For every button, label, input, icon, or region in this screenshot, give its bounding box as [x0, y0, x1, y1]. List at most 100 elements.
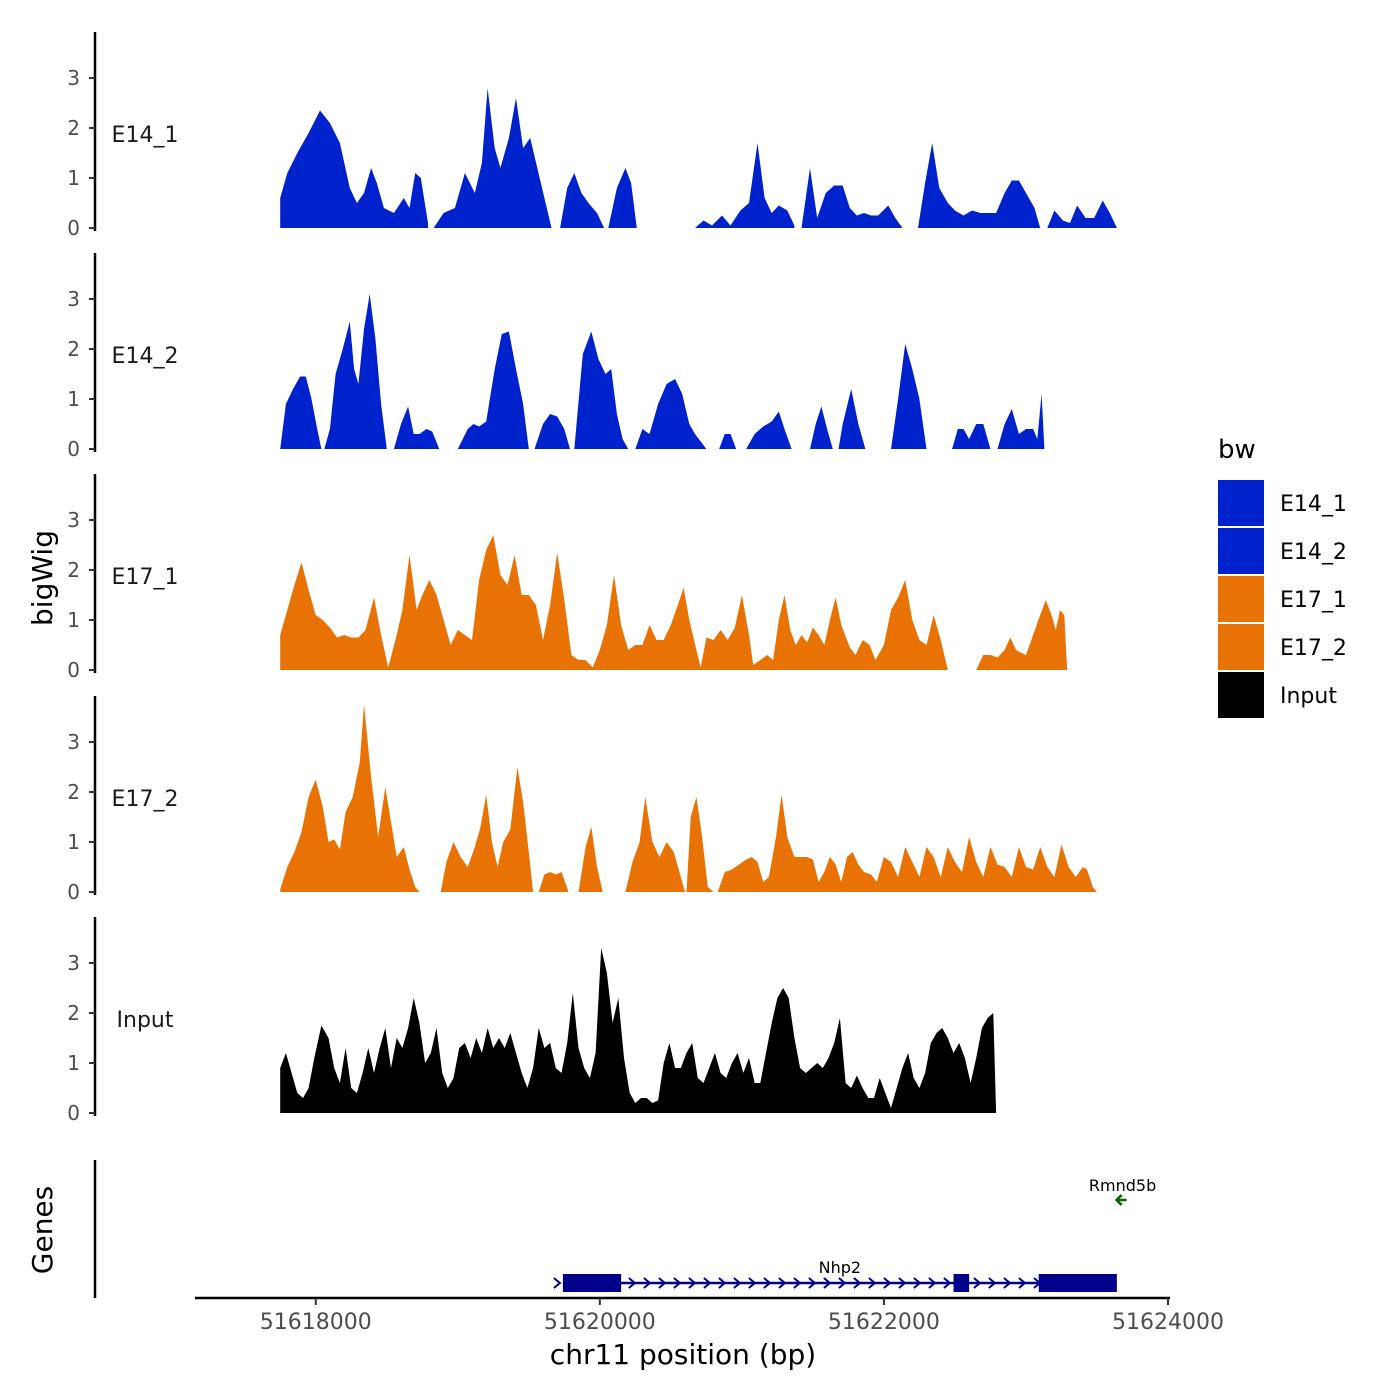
track-E14_1: 0 1 2 3 E14_1 — [67, 32, 1117, 240]
legend-item: E14_2 — [1218, 528, 1347, 574]
track-label: E14_1 — [112, 123, 179, 148]
y-tick-label: 0 — [67, 437, 80, 461]
y-tick-label: 2 — [67, 337, 80, 361]
legend-swatch — [1218, 624, 1264, 670]
strand-arrow — [883, 1277, 892, 1289]
coverage-area — [578, 827, 603, 892]
strand-arrow — [1003, 1277, 1012, 1289]
strand-arrow — [688, 1277, 697, 1289]
strand-arrow — [853, 1277, 862, 1289]
coverage-area — [918, 143, 1041, 228]
strand-arrow — [1114, 1194, 1123, 1206]
track-E14_2: 0 1 2 3 E14_2 — [67, 253, 1045, 461]
coverage-area — [746, 411, 792, 449]
coverage-area — [891, 344, 927, 449]
strand-arrow — [658, 1277, 667, 1289]
gene-exon — [953, 1274, 970, 1292]
y-tick-label: 1 — [67, 608, 80, 632]
coverage-area — [686, 797, 714, 892]
coverage-area — [280, 110, 428, 228]
strand-arrow — [643, 1277, 652, 1289]
strand-arrow — [823, 1277, 832, 1289]
strand-arrow — [928, 1277, 937, 1289]
strand-arrow — [988, 1277, 997, 1289]
coverage-area — [560, 173, 605, 228]
coverage-area — [280, 376, 322, 449]
strand-arrow — [1018, 1277, 1027, 1289]
legend-title: bw — [1218, 435, 1256, 465]
legend-item: E17_2 — [1218, 624, 1347, 670]
y-tick-label: 3 — [67, 951, 80, 975]
strand-arrow — [778, 1277, 787, 1289]
track-label: Input — [117, 1008, 174, 1033]
track-label: E14_2 — [112, 344, 179, 369]
legend-swatch — [1218, 672, 1264, 718]
legend-swatch — [1218, 576, 1264, 622]
y-tick-label: 3 — [67, 66, 80, 90]
coverage-area — [608, 168, 637, 228]
coverage-area — [393, 406, 440, 449]
y-axis-title: bigWig — [26, 530, 59, 626]
strand-arrow — [808, 1277, 817, 1289]
x-axis: 51618000 51620000 51622000 51624000 — [195, 1296, 1224, 1335]
legend-label: Input — [1280, 684, 1337, 709]
strand-arrow — [673, 1277, 682, 1289]
y-tick-label: 3 — [67, 508, 80, 532]
coverage-area — [433, 88, 552, 228]
track-Input: 0 1 2 3 Input — [67, 917, 997, 1125]
coverage-area — [280, 948, 997, 1113]
y-tick-label: 2 — [67, 558, 80, 582]
y-tick-label: 2 — [67, 1001, 80, 1025]
coverage-area — [1047, 200, 1117, 228]
gene-label: Nhp2 — [819, 1258, 861, 1277]
coverage-area — [538, 872, 569, 892]
y-tick-label: 0 — [67, 658, 80, 682]
gene-label: Rmnd5b — [1089, 1176, 1156, 1195]
y-tick-label: 0 — [67, 216, 80, 240]
coverage-area — [280, 704, 420, 892]
coverage-area — [997, 394, 1045, 449]
strand-arrow — [898, 1277, 907, 1289]
track-panels: 0 1 2 3 E14_1 0 1 2 3 E14_2 0 1 2 3 E17_1 0 1 2 3 E17_2 0 1 2 3… — [67, 32, 1117, 1125]
y-tick-label: 1 — [67, 1051, 80, 1075]
coverage-area — [695, 143, 795, 228]
coverage-area — [801, 168, 903, 228]
legend-item: E17_1 — [1218, 576, 1347, 622]
legend-swatch — [1218, 480, 1264, 526]
legend-label: E14_1 — [1280, 492, 1347, 517]
coverage-area — [457, 331, 529, 449]
gene-panel: Nhp2 Rmnd5b — [93, 1160, 1156, 1298]
track-E17_2: 0 1 2 3 E17_2 — [67, 696, 1097, 904]
coverage-area — [534, 414, 570, 449]
gene-Rmnd5b: Rmnd5b — [1089, 1176, 1156, 1206]
coverage-area — [280, 535, 948, 670]
strand-arrow — [628, 1277, 637, 1289]
strand-arrow — [943, 1277, 952, 1289]
coverage-area — [952, 424, 991, 449]
coverage-area — [574, 331, 629, 449]
y-tick-label: 1 — [67, 166, 80, 190]
coverage-area — [625, 797, 686, 892]
legend-item: Input — [1218, 672, 1337, 718]
strand-arrow — [748, 1277, 757, 1289]
legend-label: E17_2 — [1280, 636, 1347, 661]
y-tick-label: 0 — [67, 880, 80, 904]
y-tick-label: 3 — [67, 287, 80, 311]
coverage-area — [719, 434, 737, 449]
y-tick-label: 3 — [67, 730, 80, 754]
legend-label: E14_2 — [1280, 540, 1347, 565]
strand-arrow — [838, 1277, 847, 1289]
strand-arrow — [703, 1277, 712, 1289]
legend-item: E14_1 — [1218, 480, 1347, 526]
strand-arrow — [763, 1277, 772, 1289]
track-label: E17_2 — [112, 787, 179, 812]
gene-panel-title: Genes — [26, 1186, 59, 1274]
y-tick-label: 2 — [67, 116, 80, 140]
strand-arrow — [733, 1277, 742, 1289]
track-label: E17_1 — [112, 565, 179, 590]
legend-swatch — [1218, 528, 1264, 574]
legend-label: E17_1 — [1280, 588, 1347, 613]
x-tick-label: 51618000 — [260, 1310, 372, 1335]
coverage-area — [717, 794, 1097, 892]
